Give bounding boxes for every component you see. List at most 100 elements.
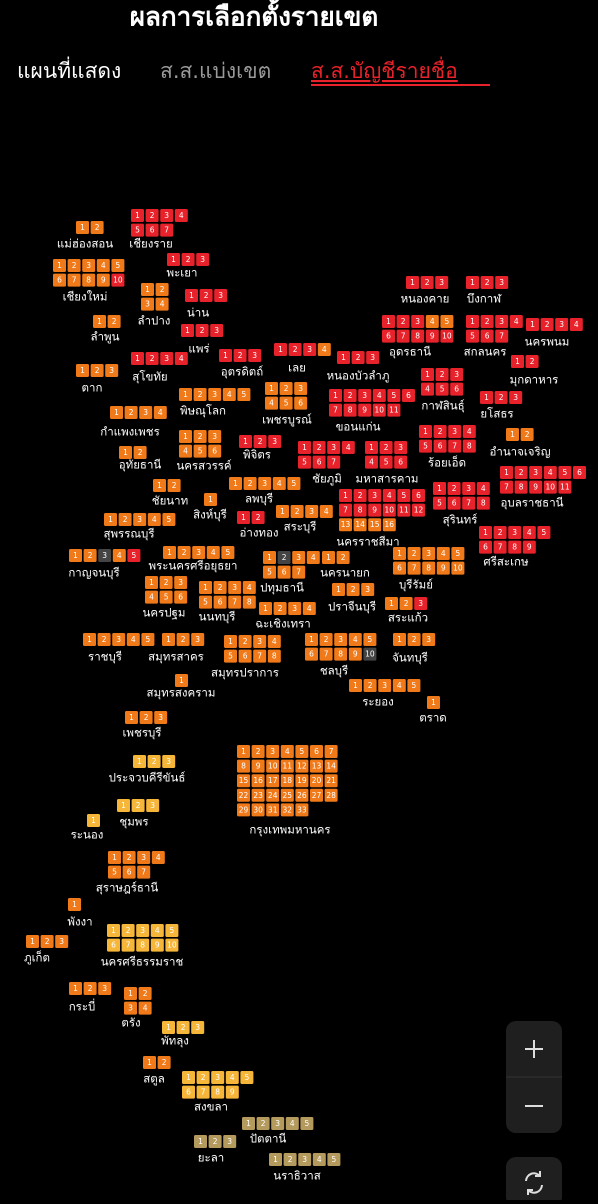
- province[interactable]: 1 พังงา: [67, 898, 93, 929]
- province[interactable]: 1 2 3 หนองบัวลำภู: [327, 351, 390, 383]
- district-number: 1: [114, 408, 119, 417]
- province[interactable]: 1 2 3 4 5 6 กาฬสินธุ์: [421, 368, 465, 413]
- province[interactable]: 1 2 3 4 สระบุรี: [276, 505, 333, 534]
- province[interactable]: 1สมุทรสงคราม: [147, 674, 216, 700]
- province[interactable]: 1 2 ชัยนาท: [152, 479, 188, 508]
- tab-active[interactable]: ส.ส.บัญชีรายชื่อ: [311, 56, 458, 83]
- province[interactable]: 1 2 3 4 56 7 8 9ศรีสะเกษ: [479, 526, 551, 569]
- province[interactable]: 1 2 3 ปราจีนบุรี: [328, 583, 376, 614]
- province[interactable]: 1 2 3 4 กำแพงเพชร: [100, 406, 167, 439]
- province[interactable]: 1 2 ลำพูน: [91, 315, 121, 344]
- province[interactable]: 1 2 3 45 6 7เชียงราย: [129, 209, 188, 251]
- district-number: 3: [331, 443, 336, 452]
- province[interactable]: 1 2 3 4 56 7 8 9 10บุรีรัมย์: [393, 547, 465, 592]
- province[interactable]: 1 2 3 45 6 7ปทุมธานี: [260, 551, 320, 595]
- zoom-in-button[interactable]: [506, 1021, 562, 1077]
- province[interactable]: 1 2 3พิจิตร: [239, 435, 282, 462]
- province[interactable]: 1 2 3 จันทบุรี: [392, 633, 436, 665]
- province[interactable]: 1 2 3 น่าน: [185, 289, 228, 320]
- province[interactable]: 1 2 3 ประจวบคีรีขันธ์: [109, 755, 186, 785]
- province[interactable]: 1 ระนอง: [71, 814, 104, 842]
- province[interactable]: 1 2 อำนาจเจริญ: [489, 428, 551, 459]
- province[interactable]: 1 2 3 4 5สุพรรณบุรี: [103, 513, 176, 541]
- province[interactable]: 1 2 มุกดาหาร: [510, 355, 559, 387]
- district-number: 1: [423, 427, 428, 436]
- province[interactable]: 1 2 3 45 6 7ชัยภูมิ: [298, 441, 355, 486]
- province[interactable]: 1 2 3 เพชรบุรี: [123, 711, 168, 740]
- district-cell: [242, 581, 256, 594]
- province[interactable]: 1 2 3 4 56 7 8 9 10อุดรธานี: [382, 315, 454, 359]
- province[interactable]: 1 2 3 4 5 6 7 8 9 10 11 ขอนแก่น: [329, 389, 415, 434]
- district-number: 2: [72, 261, 77, 270]
- district-cell: [466, 276, 479, 289]
- province[interactable]: 1 2 3 แพร่: [181, 324, 224, 356]
- province[interactable]: 1 2 3 4 ลำปาง: [138, 283, 171, 328]
- province[interactable]: 1 2 3 กระบี่: [69, 982, 112, 1014]
- province[interactable]: 1 2 3 45 6 7สุราษฎร์ธานี: [96, 851, 165, 895]
- district-number: 3: [499, 278, 504, 287]
- province[interactable]: 1 2 3 4 สุโขทัย: [131, 352, 188, 384]
- province[interactable]: 1 2 3 45 6 7 8สุรินทร์: [433, 482, 490, 527]
- province[interactable]: 1 สิงห์บุรี: [193, 493, 227, 522]
- zoom-out-button[interactable]: [506, 1077, 562, 1133]
- tab[interactable]: แผนที่แสดง: [17, 56, 121, 83]
- province[interactable]: 1 2 3 4 5 6 นครปฐม: [143, 576, 188, 620]
- province[interactable]: 1 2 3 45 6 7 8สมุทรปราการ: [211, 635, 281, 680]
- province[interactable]: 1 2 3 พัทลุง: [161, 1021, 205, 1048]
- province[interactable]: 1 2 3 45 6 7 8ร้อยเอ็ด: [419, 425, 476, 470]
- province[interactable]: 1 2 แม่ฮ่องสอน: [57, 221, 113, 251]
- province[interactable]: 1 2 3 หนองคาย: [401, 276, 450, 306]
- province[interactable]: 1 2 3 4 5 6 เพชรบูรณ์: [262, 382, 312, 427]
- province[interactable]: 1 2 3 4 5พิษณุโลก: [179, 388, 251, 418]
- province[interactable]: 1 2 นครนายก: [320, 551, 370, 580]
- district-number: 1: [246, 1119, 251, 1128]
- province[interactable]: 1 2 3 4 5 6 7 8 9 10 11 อุบลราชธานี: [500, 466, 586, 510]
- province[interactable]: 1 2 3 บึงกาฬ: [466, 276, 509, 306]
- province[interactable]: 1 2 3 ภูเก็ต: [24, 935, 69, 965]
- refresh-button[interactable]: [506, 1157, 562, 1204]
- province[interactable]: 1 2 3 4 ฉะเชิงเทรา: [255, 602, 316, 631]
- province[interactable]: 1 2 3ชุมพร: [117, 799, 160, 829]
- refresh-panel[interactable]: [506, 1157, 562, 1204]
- province[interactable]: 1 2 สตูล: [143, 1056, 171, 1086]
- province[interactable]: 1 2 อ่างทอง: [237, 511, 279, 540]
- district-cell: [493, 526, 507, 539]
- province[interactable]: 1 ตราด: [419, 696, 447, 725]
- province[interactable]: 1 2 3 สมุทรสาคร: [148, 633, 205, 664]
- province[interactable]: 1 2 3 4 5 6 นครสวรรค์: [176, 430, 232, 473]
- district-cell: [83, 982, 97, 995]
- district-cell: [494, 391, 508, 404]
- province[interactable]: 1 2 3 4 5ปัตตานี: [242, 1117, 314, 1146]
- district-cell: [382, 315, 395, 328]
- district-number: 5: [170, 926, 175, 935]
- province[interactable]: 1 2 3 อุตรดิตถ์: [219, 349, 263, 379]
- district-number: 10: [167, 941, 177, 950]
- district-number: 1: [149, 578, 154, 587]
- province[interactable]: 1 2 3 สระแก้ว: [385, 597, 428, 625]
- province[interactable]: 1 2 3 4 นครพนม: [525, 318, 583, 349]
- district-number: 5: [392, 391, 397, 400]
- tab[interactable]: ส.ส.แบ่งเขต: [160, 59, 271, 83]
- province[interactable]: 1 2 3 4 เลย: [274, 343, 331, 375]
- province[interactable]: 1 2อุทัยธานี: [119, 446, 162, 472]
- province[interactable]: 1 2 3 ตาก: [76, 364, 119, 395]
- province[interactable]: 1 2 3 4ตรัง: [121, 987, 152, 1030]
- province[interactable]: 1 2 3 4 5 6 มหาสารคาม: [355, 441, 419, 486]
